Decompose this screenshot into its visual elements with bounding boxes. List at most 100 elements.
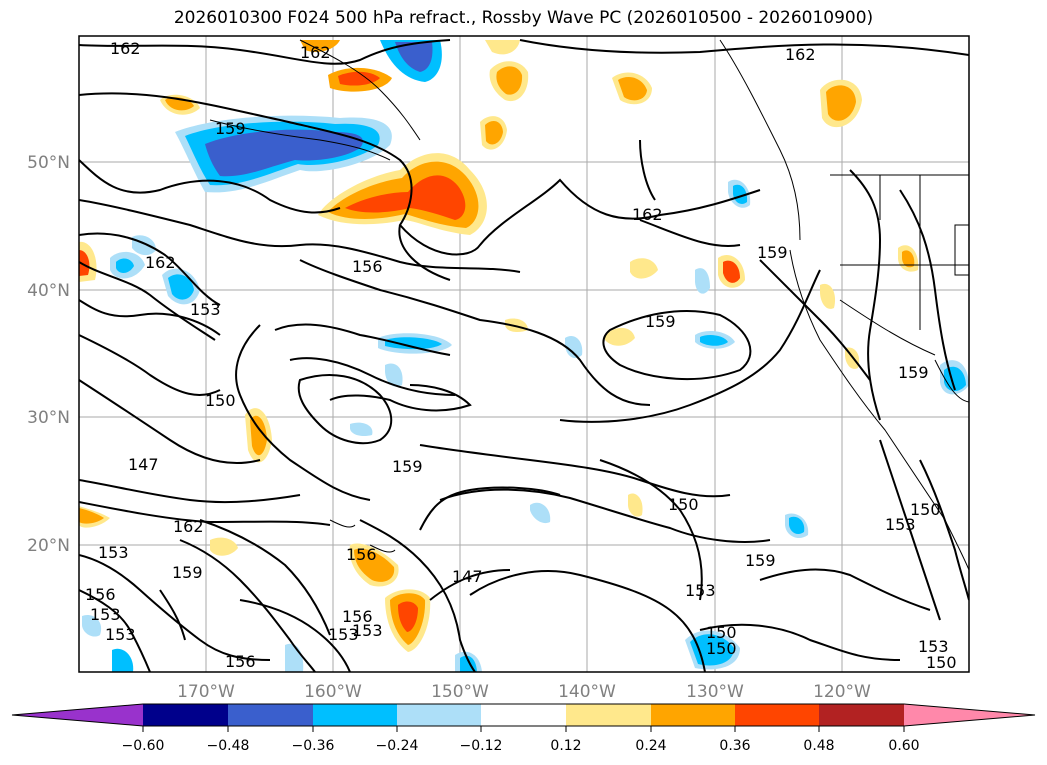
contour-label: 147 (128, 455, 159, 474)
positive-anomaly-region (338, 71, 380, 86)
contour-label: 162 (173, 517, 204, 536)
negative-anomaly-region (395, 42, 433, 72)
positive-anomaly-region (300, 40, 340, 52)
contour-label: 156 (352, 257, 383, 276)
negative-anomaly-region (385, 337, 442, 350)
contour-label: 156 (225, 652, 256, 671)
gridlines (79, 36, 969, 672)
longitude-labels: 170°W 160°W 150°W 140°W 130°W 120°W (177, 682, 871, 702)
colorbar-tick-label: −0.36 (292, 738, 335, 754)
lon-label-120w: 120°W (813, 682, 871, 702)
contour-label: 162 (300, 43, 331, 62)
colorbar-segment (397, 704, 481, 726)
positive-anomaly-region (630, 258, 658, 279)
positive-anomaly-region (695, 268, 710, 294)
positive-anomaly-region (723, 260, 740, 283)
contour-label: 153 (885, 515, 916, 534)
contour-label: 159 (898, 363, 929, 382)
negative-anomaly-region (733, 184, 748, 205)
contour-label: 153 (90, 605, 121, 624)
negative-anomaly-region (700, 334, 728, 346)
colorbar-extend-low (12, 704, 143, 726)
contour-label: 153 (328, 625, 359, 644)
contour-labels: 162 162 162 159 162 162 153 156 159 159 … (85, 39, 957, 672)
lon-label-130w: 130°W (686, 682, 744, 702)
colorbar-tick-label: 0.36 (719, 738, 750, 754)
colorbar-tick-label: 0.48 (803, 738, 834, 754)
positive-anomaly-region (826, 85, 856, 121)
contour-label: 156 (346, 545, 377, 564)
positive-anomaly-region (250, 415, 267, 456)
contour-label: 150 (910, 500, 941, 519)
contour-label: 150 (926, 653, 957, 672)
contour-label: 153 (918, 637, 949, 656)
negative-anomaly-region (350, 422, 373, 437)
map-panel (78, 35, 970, 673)
contour-label: 159 (745, 551, 776, 570)
negative-anomaly-region (112, 648, 134, 672)
lon-label-150w: 150°W (431, 682, 489, 702)
refractivity-contours (79, 39, 969, 672)
colorbar-tick-label: −0.60 (122, 738, 165, 754)
negative-anomaly-region (82, 614, 102, 637)
contour-label: 153 (98, 543, 129, 562)
colorbar-segment (819, 704, 904, 726)
contour-label: 159 (215, 119, 246, 138)
negative-anomaly-region (385, 363, 403, 387)
contour-label: 159 (645, 312, 676, 331)
positive-anomaly-region (628, 493, 643, 517)
map-title: 2026010300 F024 500 hPa refract., Rossby… (173, 8, 874, 28)
contour-label: 162 (110, 39, 141, 58)
colorbar-tick-label: 0.24 (635, 738, 666, 754)
colorbar-segment (566, 704, 651, 726)
lat-label-30n: 30°N (27, 408, 70, 428)
positive-anomaly-region (354, 548, 395, 582)
colorbar-tick-label: 0.12 (550, 738, 581, 754)
positive-anomaly-region (79, 508, 104, 524)
lon-label-170w: 170°W (177, 682, 235, 702)
positive-anomaly-region (485, 40, 520, 55)
contour-label: 153 (685, 581, 716, 600)
colorbar-segment (481, 704, 566, 726)
contour-label: 147 (452, 567, 483, 586)
contour-label: 156 (342, 607, 373, 626)
positive-anomaly-region (496, 66, 523, 95)
positive-anomaly-region (820, 283, 836, 309)
positive-anomaly-region (398, 601, 418, 632)
colorbar-segment (228, 704, 313, 726)
positive-anomaly-region (79, 250, 90, 276)
negative-anomaly-region (168, 274, 194, 300)
colorbar-ticks (142, 726, 905, 732)
colorbar-segment (651, 704, 735, 726)
positive-anomaly-region (605, 327, 635, 346)
lat-label-40n: 40°N (27, 281, 70, 301)
colorbar: −0.60 −0.48 −0.36 −0.24 −0.12 0.12 0.24 … (11, 703, 1036, 754)
positive-anomaly-region (902, 250, 915, 268)
colorbar-tick-label: −0.48 (207, 738, 250, 754)
colorbar-extend-high (904, 704, 1035, 726)
map-frame (78, 35, 970, 673)
latitude-labels: 50°N 40°N 30°N 20°N (27, 153, 70, 556)
contour-label: 150 (668, 495, 699, 514)
negative-anomaly-region (565, 335, 583, 359)
negative-anomaly-region (530, 502, 551, 524)
negative-anomaly-region (205, 129, 363, 177)
colorbar-tick-label: −0.12 (460, 738, 503, 754)
contour-label: 156 (85, 585, 116, 604)
contour-label: 162 (785, 45, 816, 64)
contour-label: 159 (757, 243, 788, 262)
colorbar-segment (735, 704, 819, 726)
lat-label-50n: 50°N (27, 153, 70, 173)
positive-anomaly-region (345, 175, 466, 220)
lon-label-160w: 160°W (304, 682, 362, 702)
coastlines (209, 39, 969, 571)
colorbar-tick-label: −0.24 (376, 738, 419, 754)
positive-anomaly-region (485, 120, 503, 145)
colorbar-tick-label: 0.60 (888, 738, 919, 754)
contour-label: 159 (392, 457, 423, 476)
contour-label: 150 (706, 623, 737, 642)
contour-label: 153 (105, 625, 136, 644)
contour-label: 150 (205, 391, 236, 410)
positive-anomaly-region (210, 537, 238, 556)
